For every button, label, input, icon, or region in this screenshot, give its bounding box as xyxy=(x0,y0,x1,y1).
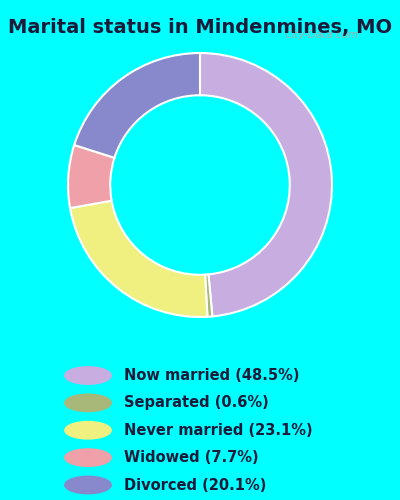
Text: Divorced (20.1%): Divorced (20.1%) xyxy=(124,478,266,492)
Wedge shape xyxy=(70,200,208,317)
Wedge shape xyxy=(200,53,332,316)
Text: Marital status in Mindenmines, MO: Marital status in Mindenmines, MO xyxy=(8,18,392,36)
Circle shape xyxy=(65,394,111,411)
Circle shape xyxy=(65,422,111,439)
Text: Now married (48.5%): Now married (48.5%) xyxy=(124,368,300,383)
Circle shape xyxy=(65,449,111,466)
Wedge shape xyxy=(205,274,212,317)
Wedge shape xyxy=(68,145,114,208)
Text: Widowed (7.7%): Widowed (7.7%) xyxy=(124,450,259,465)
Text: City-Data.com: City-Data.com xyxy=(284,30,358,40)
Circle shape xyxy=(65,367,111,384)
Text: Separated (0.6%): Separated (0.6%) xyxy=(124,396,269,410)
Circle shape xyxy=(65,476,111,494)
Text: Never married (23.1%): Never married (23.1%) xyxy=(124,423,313,438)
Wedge shape xyxy=(74,53,200,158)
